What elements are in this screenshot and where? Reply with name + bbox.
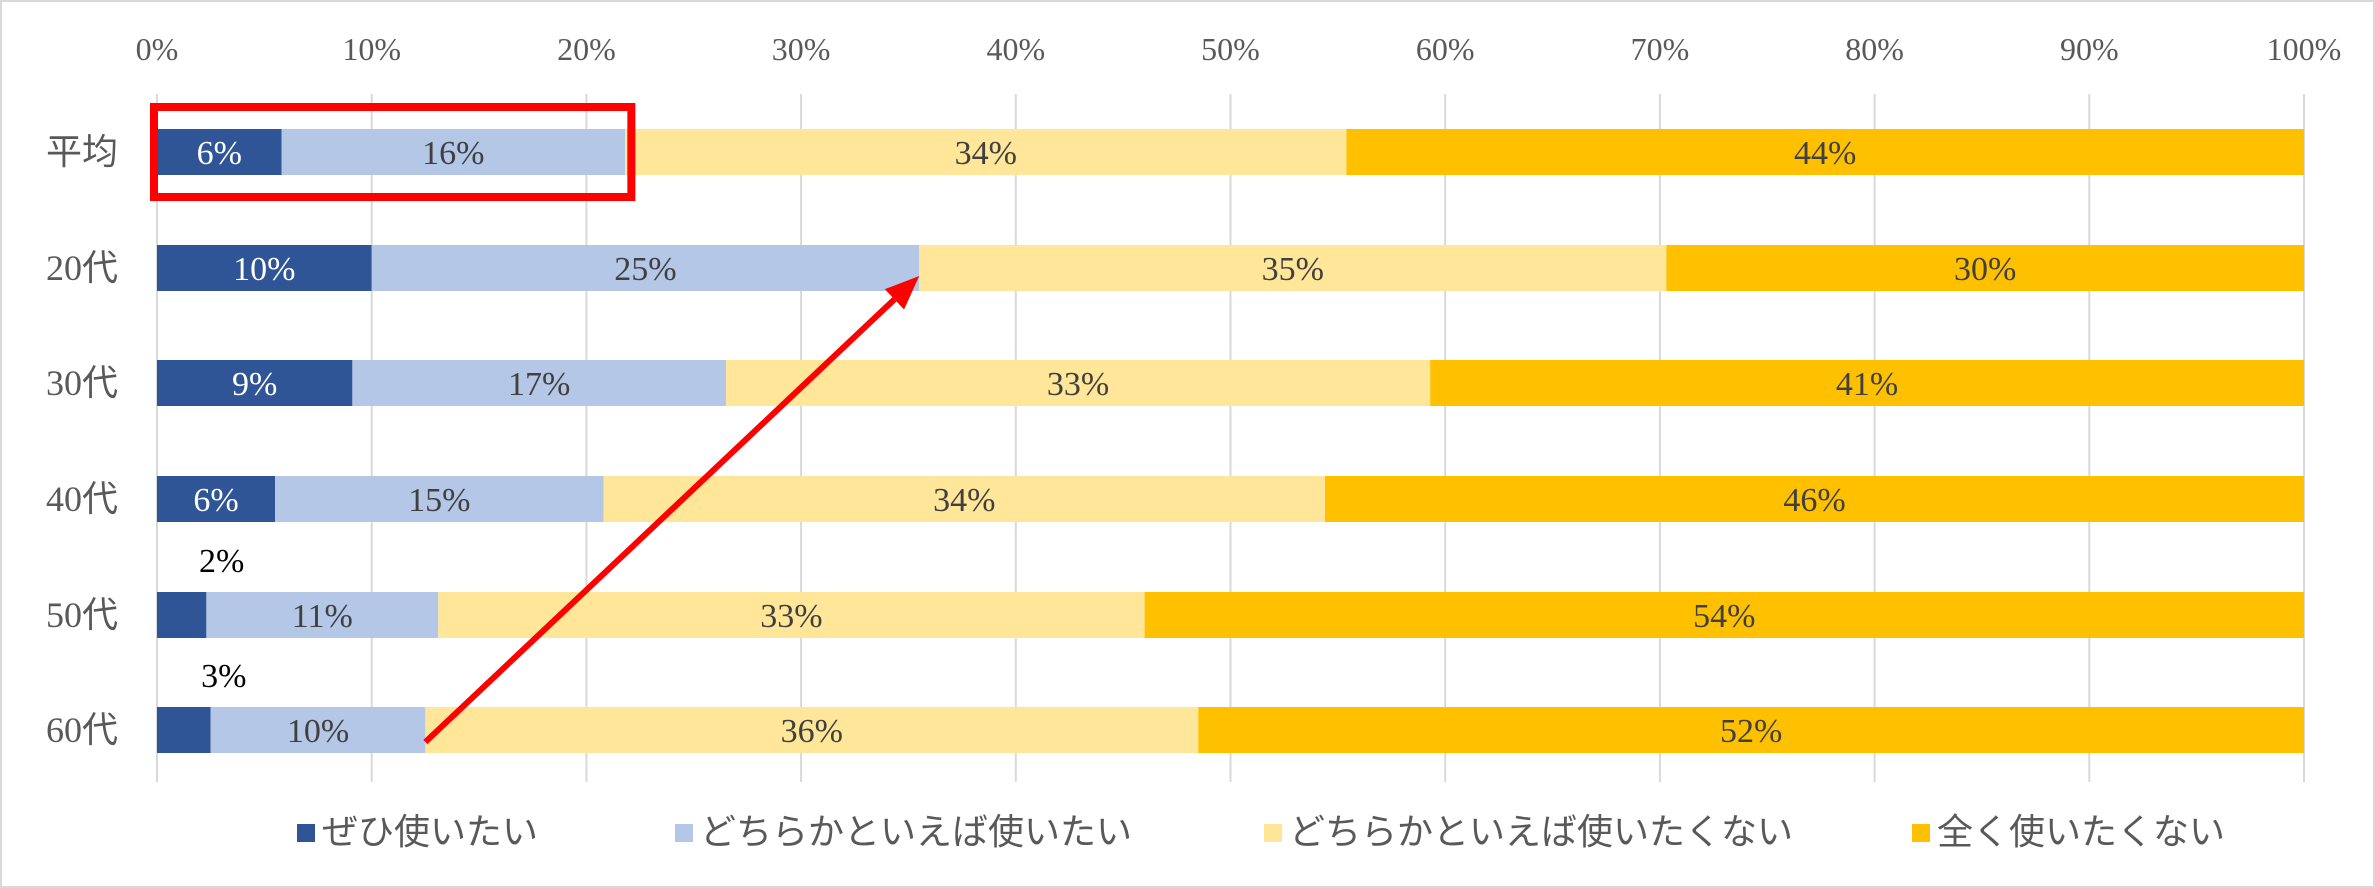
x-axis-tick-labels: 0% 10% 20% 30% 40% 50% 60% 70% 80% 90% 100% <box>136 31 2342 67</box>
data-label: 17% <box>508 366 570 403</box>
data-label: 6% <box>197 135 242 172</box>
bar-segment <box>157 592 207 638</box>
data-label: 54% <box>1693 598 1755 635</box>
bar-segment <box>275 476 604 522</box>
category-label: 60代 <box>46 710 118 750</box>
bar-segment <box>1144 592 2304 638</box>
bar-segment <box>919 245 1667 291</box>
bar-segment <box>157 360 353 406</box>
bar-segment <box>157 129 282 175</box>
data-label: 36% <box>781 713 843 750</box>
x-tick-label: 90% <box>2060 31 2119 67</box>
arrow-shaft <box>423 297 897 745</box>
legend-label: ぜひ使いたい <box>322 812 538 852</box>
bar-segment <box>1666 245 2304 291</box>
data-label: 10% <box>233 251 295 288</box>
bar-segment <box>1430 360 2304 406</box>
category-label: 50代 <box>46 595 118 635</box>
bar-segment <box>603 476 1325 522</box>
legend-label: どちらかといえば使いたい <box>700 812 1132 852</box>
x-tick-label: 20% <box>557 31 616 67</box>
x-tick-label: 80% <box>1845 31 1904 67</box>
x-tick-label: 60% <box>1416 31 1475 67</box>
data-label: 44% <box>1794 135 1856 172</box>
arrow-head <box>884 276 920 310</box>
bar-segment <box>1346 129 2304 175</box>
bar-segment <box>206 592 439 638</box>
data-label: 6% <box>193 482 238 519</box>
bar-segment <box>210 707 426 753</box>
x-tick-label: 50% <box>1201 31 1260 67</box>
category-label: 20代 <box>46 248 118 288</box>
bar-segment <box>157 707 211 753</box>
highlight-box <box>150 103 636 201</box>
data-label: 52% <box>1720 713 1782 750</box>
x-tick-label: 70% <box>1631 31 1690 67</box>
legend-item: どちらかといえば使いたくない <box>1264 812 1793 852</box>
data-label: 46% <box>1783 482 1845 519</box>
data-label: 9% <box>232 366 277 403</box>
data-labels: 6% 16% 34% 44% 10% 25% 35% 30% 9% 17% 33% 41% 6% 15% 3… <box>193 135 2016 750</box>
x-tick-label: 100% <box>2267 31 2342 67</box>
data-label: 34% <box>933 482 995 519</box>
category-label: 平均 <box>46 132 118 172</box>
bar-segment <box>425 707 1199 753</box>
legend-label: 全く使いたくない <box>1937 812 2225 852</box>
bar-segment <box>1324 476 2304 522</box>
data-label: 10% <box>287 713 349 750</box>
bar-segments <box>157 129 2304 753</box>
data-label: 11% <box>292 598 353 635</box>
data-label: 16% <box>422 135 484 172</box>
legend-swatch <box>1264 824 1282 842</box>
bar-segment <box>1198 707 2304 753</box>
category-label: 40代 <box>46 479 118 519</box>
legend-swatch <box>675 824 693 842</box>
data-label: 41% <box>1836 366 1898 403</box>
x-tick-label: 0% <box>136 31 179 67</box>
legend-swatch <box>297 824 315 842</box>
legend: ぜひ使いたい どちらかといえば使いたい どちらかといえば使いたくない 全く使いたくない <box>297 812 2225 852</box>
data-label: 30% <box>1954 251 2016 288</box>
legend-label: どちらかといえば使いたくない <box>1289 812 1793 852</box>
bar-segment <box>157 476 276 522</box>
data-label: 2% <box>199 543 244 580</box>
data-label: 34% <box>955 135 1017 172</box>
data-label: 15% <box>408 482 470 519</box>
bar-segment <box>625 129 1347 175</box>
bar-segment <box>157 245 372 291</box>
category-label: 30代 <box>46 363 118 403</box>
bar-segment <box>371 245 920 291</box>
x-tick-label: 30% <box>772 31 831 67</box>
x-tick-label: 40% <box>986 31 1045 67</box>
legend-item: 全く使いたくない <box>1912 812 2225 852</box>
legend-item: どちらかといえば使いたい <box>675 812 1132 852</box>
bar-segment <box>352 360 726 406</box>
legend-item: ぜひ使いたい <box>297 812 538 852</box>
data-label: 25% <box>614 251 676 288</box>
annotations <box>150 103 920 745</box>
legend-swatch <box>1912 824 1930 842</box>
bar-segment <box>725 360 1431 406</box>
data-label: 3% <box>201 658 246 695</box>
data-label: 33% <box>1047 366 1109 403</box>
data-label: 33% <box>760 598 822 635</box>
gridlines <box>156 94 2305 782</box>
data-label: 35% <box>1262 251 1324 288</box>
category-labels: 平均 20代 30代 40代 50代 60代 <box>46 132 118 750</box>
x-tick-label: 10% <box>342 31 401 67</box>
bar-segment <box>281 129 626 175</box>
